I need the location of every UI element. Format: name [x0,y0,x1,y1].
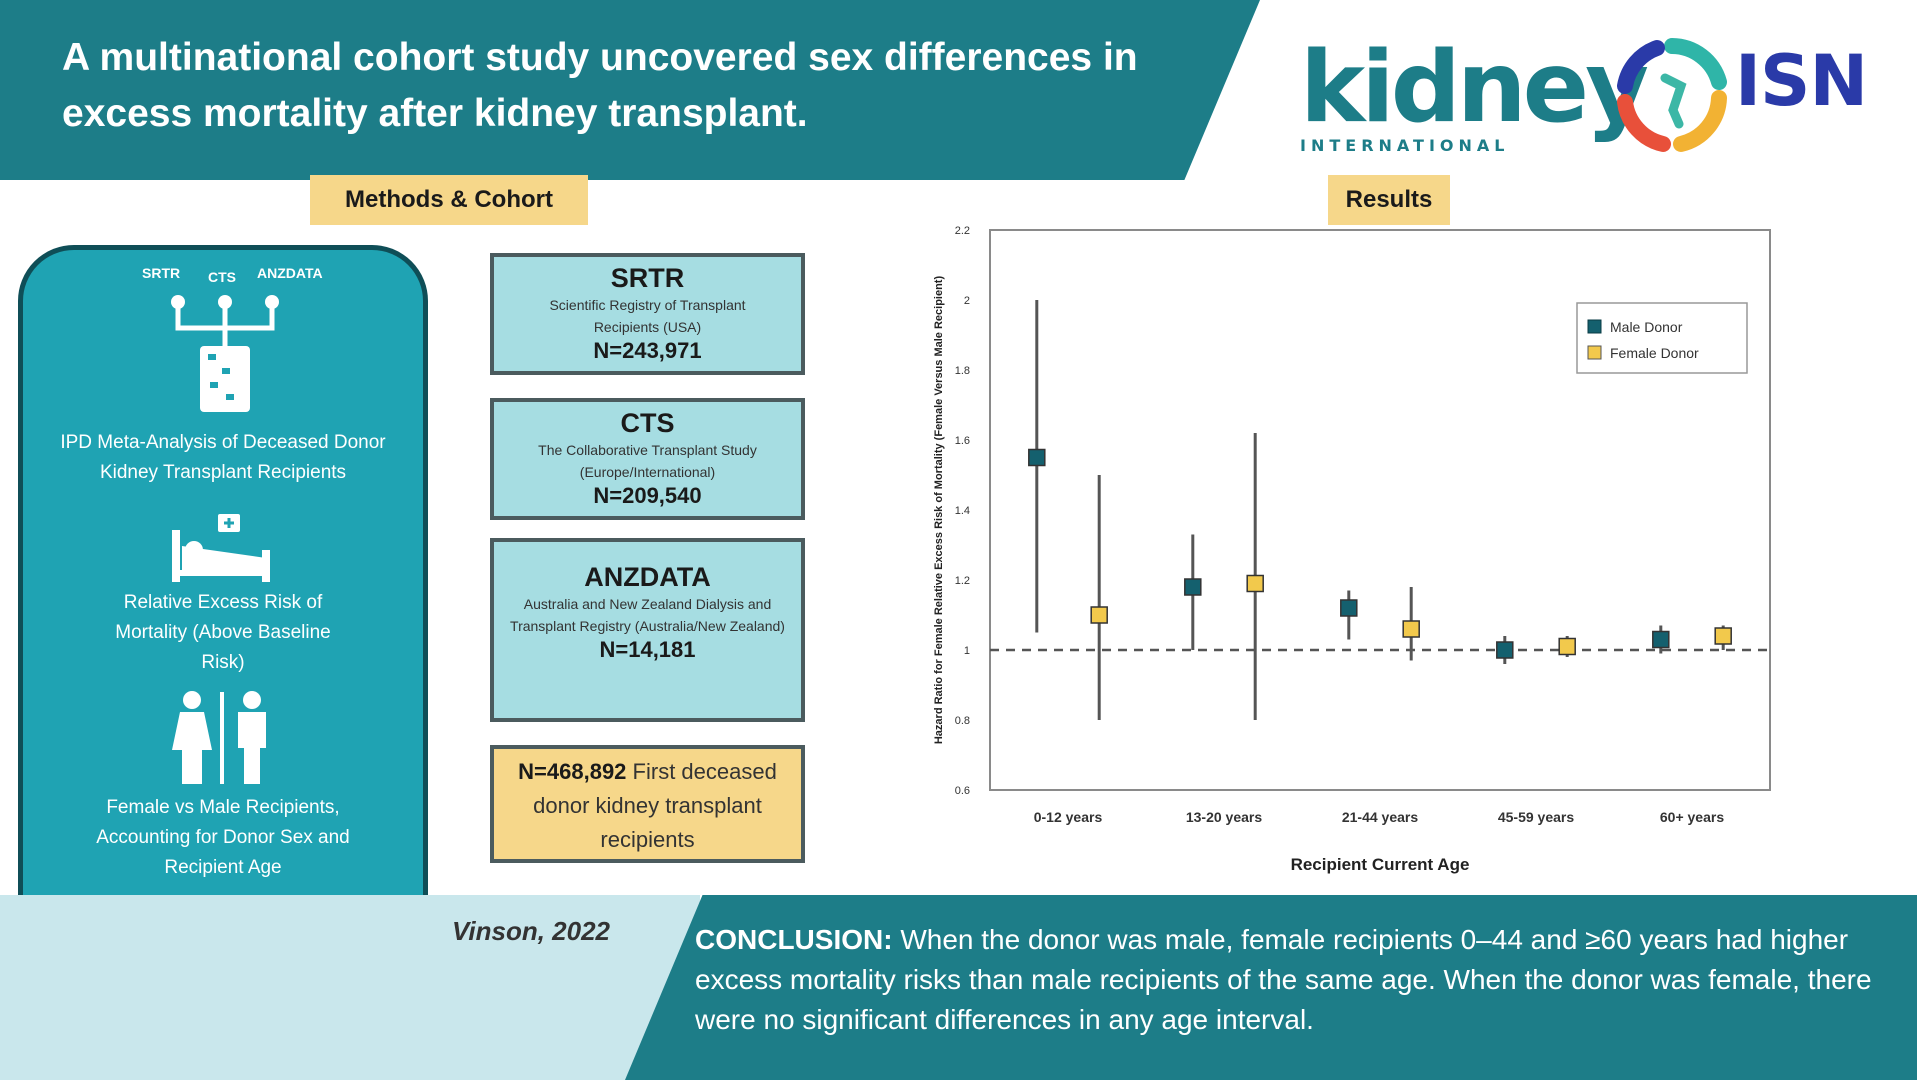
isn-wordmark: ISN [1735,40,1868,122]
plot-marks [1028,300,1732,720]
hospital-bed-icon [172,514,270,582]
total-cohort-box: N=468,892 First deceased donor kidney tr… [490,745,805,863]
cohort-box-anzdata: ANZDATA Australia and New Zealand Dialys… [490,538,805,722]
header-banner [0,0,1260,180]
page-title: A multinational cohort study uncovered s… [62,36,1138,135]
legend-swatch-female [1587,345,1602,360]
registry-label-anzdata: ANZDATA [257,265,323,281]
male-donor-point [1496,641,1514,659]
male-donor-point [1028,448,1046,467]
y-tick-label: 1.4 [955,505,970,517]
female-donor-point [1714,627,1732,645]
cohort-name: SRTR [610,263,685,293]
y-tick-label: 1.2 [955,575,970,587]
cohort-description: The Collaborative Transplant Study (Euro… [538,442,757,480]
cohort-count: N=243,971 [593,338,702,363]
y-tick-label: 2 [964,295,970,307]
total-description: First deceased donor kidney transplant r… [533,759,777,852]
total-count: N=468,892 [518,759,627,784]
cohort-description: Australia and New Zealand Dialysis and T… [510,596,785,634]
female-donor-point [1558,637,1576,656]
female-donor-point [1090,606,1108,624]
female-male-icon [172,691,266,784]
y-tick-label: 2.2 [955,225,970,237]
y-axis-label: Hazard Ratio for Female Relative Excess … [933,276,945,745]
registry-label-srtr: SRTR [142,265,181,281]
y-tick-label: 1.8 [955,365,970,377]
y-tick-label: 1 [964,645,970,657]
legend: Male Donor Female Donor [1576,302,1748,374]
male-donor-point [1184,578,1202,596]
database-merge-icon [171,295,279,412]
cohort-name: CTS [620,408,675,438]
methods-tag: Methods & Cohort [310,175,588,225]
registry-label-cts: CTS [208,269,236,285]
isn-logo: ISN [1615,38,1875,158]
cohort-count: N=209,540 [593,483,702,508]
male-donor-point [1340,599,1358,617]
y-tick-label: 0.8 [955,715,970,727]
y-tick-label: 0.6 [955,785,970,797]
footer-dark-band [625,895,1917,1080]
female-donor-point [1402,620,1420,638]
conclusion-text: CONCLUSION: When the donor was male, fem… [695,920,1875,1040]
cohort-count: N=14,181 [599,637,696,662]
logo-word: kidney [1300,31,1649,145]
forest-plot-chart: 0.6 0.8 1 1.2 1.4 1.6 1.8 2 2.2 0-12 years 13-20 … [933,225,1771,874]
isn-emblem-icon [1617,38,1727,152]
cohort-name: ANZDATA [584,562,711,592]
ipd-text: IPD Meta-Analysis of Deceased Donor Kidn… [60,432,386,483]
x-tick-label: 60+ years [1660,809,1724,825]
conclusion-label: CONCLUSION: [695,924,893,955]
legend-label-male: Male Donor [1610,319,1683,335]
x-tick-labels: 0-12 years 13-20 years 21-44 years 45-59 ye… [1034,809,1725,825]
footer-light-band [0,895,700,1080]
x-axis-label: Recipient Current Age [1291,855,1470,874]
x-tick-label: 21-44 years [1342,809,1419,825]
x-tick-label: 0-12 years [1034,809,1103,825]
results-tag: Results [1328,175,1450,225]
male-donor-point [1652,630,1670,649]
risk-text: Relative Excess Risk of Mortality (Above… [115,592,331,673]
x-tick-label: 45-59 years [1498,809,1575,825]
cohort-box-cts: CTS The Collaborative Transplant Study (… [490,398,805,520]
y-tick-labels: 0.6 0.8 1 1.2 1.4 1.6 1.8 2 2.2 [955,225,970,797]
cohort-description: Scientific Registry of Transplant Recipi… [549,297,746,335]
logo-subtitle: INTERNATIONAL [1300,136,1510,155]
x-tick-label: 13-20 years [1186,809,1263,825]
conclusion-body: When the donor was male, female recipien… [695,924,1872,1035]
legend-label-female: Female Donor [1610,345,1699,361]
legend-swatch-male [1587,319,1602,334]
female-donor-point [1246,574,1264,593]
cohort-box-srtr: SRTR Scientific Registry of Transplant R… [490,253,805,375]
author-citation: Vinson, 2022 [452,916,610,946]
y-tick-label: 1.6 [955,435,970,447]
kidney-international-logo: kidney INTERNATIONAL [1300,31,1649,160]
compare-text: Female vs Male Recipients, Accounting fo… [96,797,350,878]
